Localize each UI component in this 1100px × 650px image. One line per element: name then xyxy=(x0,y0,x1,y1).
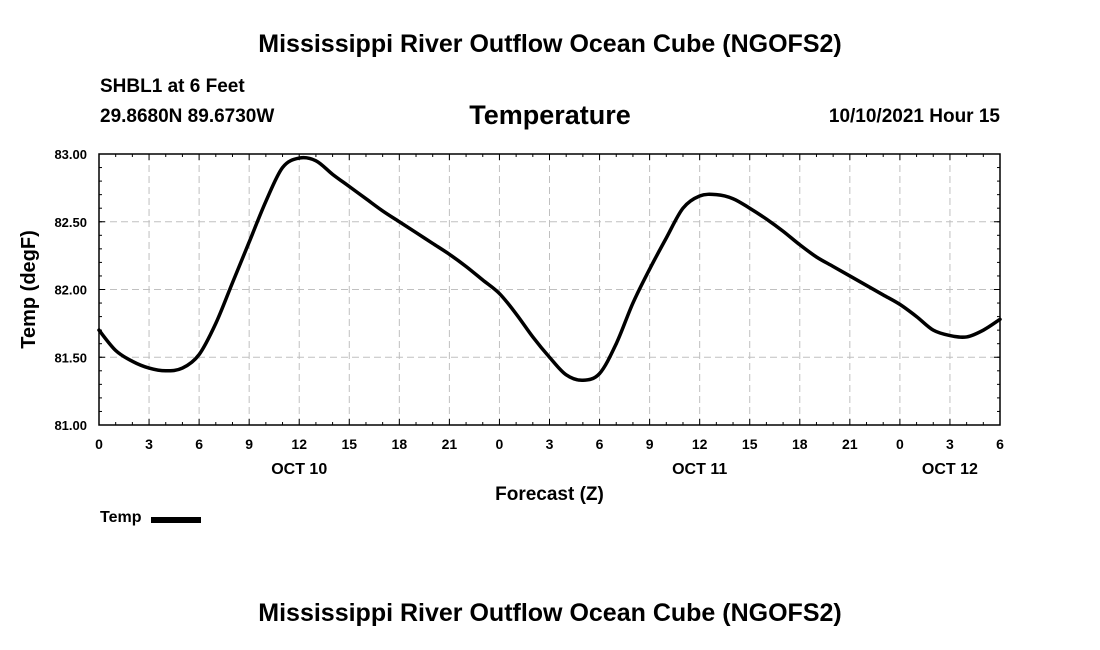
x-tick-label: 18 xyxy=(792,436,808,452)
x-tick-label: 9 xyxy=(646,436,654,452)
y-tick-label: 83.00 xyxy=(54,147,87,162)
legend: Temp xyxy=(100,509,202,527)
x-tick-label: 6 xyxy=(195,436,203,452)
x-tick-label: 6 xyxy=(596,436,604,452)
day-label: OCT 12 xyxy=(922,461,978,478)
x-tick-label: 3 xyxy=(546,436,554,452)
x-tick-label: 6 xyxy=(996,436,1004,452)
x-tick-label: 3 xyxy=(946,436,954,452)
x-axis-label: Forecast (Z) xyxy=(495,484,604,505)
x-tick-label: 0 xyxy=(496,436,504,452)
forecast-datetime: 10/10/2021 Hour 15 xyxy=(828,106,1000,127)
y-tick-label: 81.00 xyxy=(54,418,87,433)
station-coordinates: 29.8680N 89.6730W xyxy=(100,106,275,127)
x-tick-label: 0 xyxy=(95,436,103,452)
chart-footer-title: Mississippi River Outflow Ocean Cube (NG… xyxy=(258,599,842,627)
x-tick-label: 0 xyxy=(896,436,904,452)
legend-label: Temp xyxy=(100,509,142,526)
x-tick-label: 9 xyxy=(245,436,253,452)
station-label: SHBL1 at 6 Feet xyxy=(100,76,245,97)
x-tick-label: 3 xyxy=(145,436,153,452)
chart-main-title: Mississippi River Outflow Ocean Cube (NG… xyxy=(258,30,842,58)
x-tick-label: 12 xyxy=(692,436,708,452)
y-tick-label: 82.50 xyxy=(54,215,87,230)
x-tick-label: 12 xyxy=(291,436,307,452)
day-label: OCT 10 xyxy=(271,461,327,478)
legend-line-swatch xyxy=(151,516,202,523)
x-tick-label: 21 xyxy=(442,436,458,452)
y-axis-label: Temp (degF) xyxy=(18,230,40,349)
x-tick-label: 21 xyxy=(842,436,858,452)
x-tick-label: 15 xyxy=(742,436,758,452)
x-tick-label: 15 xyxy=(341,436,357,452)
temp-series-line xyxy=(97,155,1002,383)
x-tick-label: 18 xyxy=(392,436,408,452)
plot-title: Temperature xyxy=(469,100,631,130)
day-label: OCT 11 xyxy=(672,461,727,478)
y-tick-label: 82.00 xyxy=(54,283,87,298)
y-tick-label: 81.50 xyxy=(54,350,87,365)
